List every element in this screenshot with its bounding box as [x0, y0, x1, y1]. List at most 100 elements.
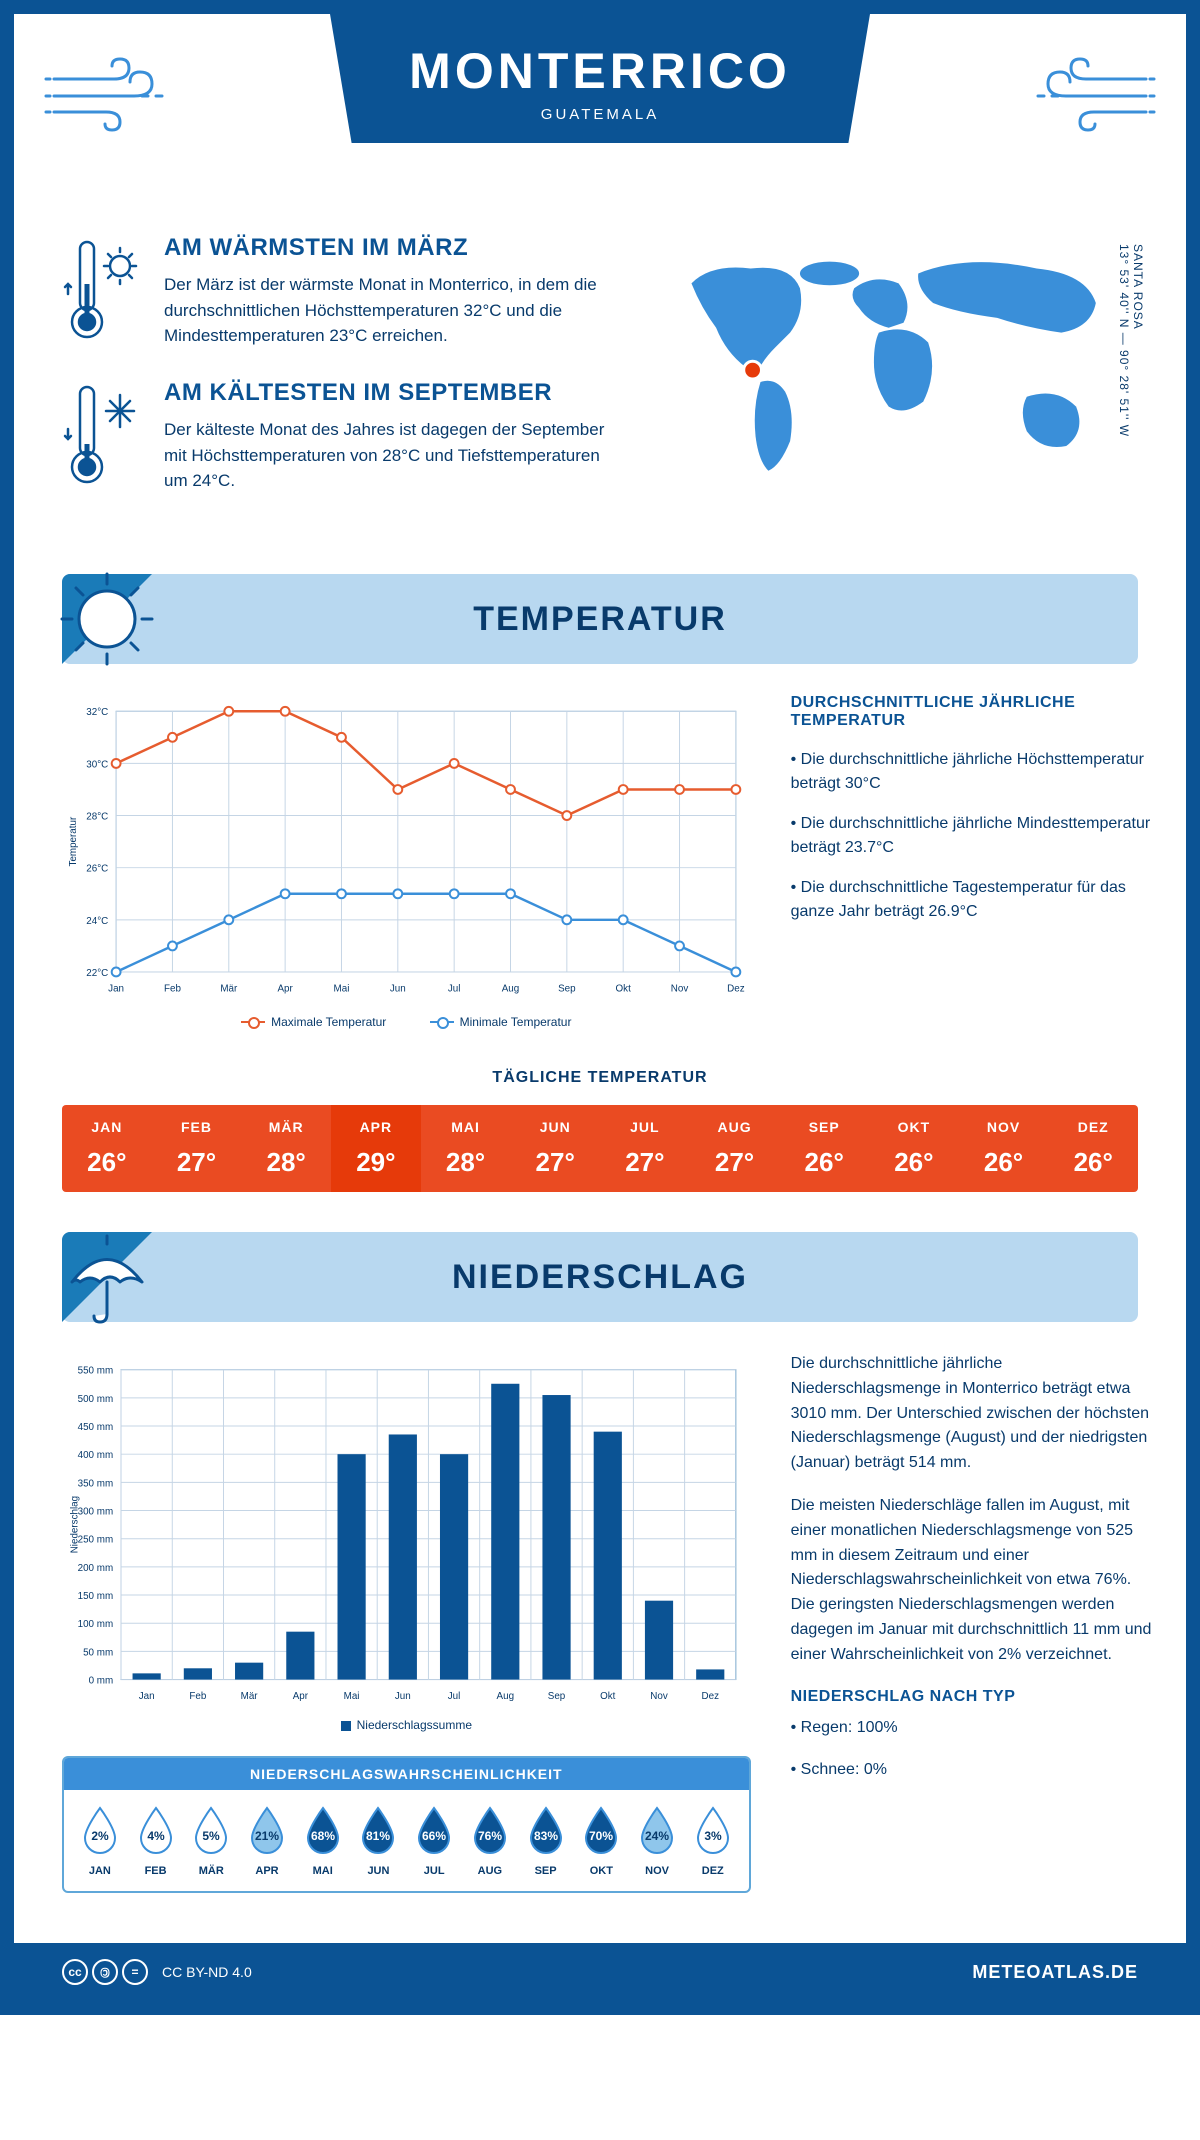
cc-icon: cc: [62, 1959, 88, 1985]
precip-info-p2: Die meisten Niederschläge fallen im Augu…: [791, 1494, 1157, 1668]
footer-license: cc 🄯 = CC BY-ND 4.0: [62, 1959, 252, 1985]
temp-chart-column: 22°C24°C26°C28°C30°C32°CJanFebMärAprMaiJ…: [62, 694, 751, 1029]
daily-temp-cell: MAI28°: [421, 1105, 511, 1192]
svg-text:500 mm: 500 mm: [78, 1394, 114, 1405]
probability-drop: 24% NOV: [629, 1804, 685, 1877]
wind-icon-left: [44, 54, 174, 134]
svg-text:83%: 83%: [534, 1829, 558, 1843]
svg-text:Okt: Okt: [600, 1691, 616, 1702]
svg-text:Jan: Jan: [108, 984, 124, 995]
precip-type-title: NIEDERSCHLAG NACH TYP: [791, 1688, 1157, 1706]
svg-text:350 mm: 350 mm: [78, 1478, 114, 1489]
daily-temp-cell: AUG27°: [690, 1105, 780, 1192]
svg-text:Jul: Jul: [448, 984, 461, 995]
svg-text:Aug: Aug: [497, 1691, 515, 1702]
probability-drop: 21% APR: [239, 1804, 295, 1877]
warmest-text: AM WÄRMSTEN IM MÄRZ Der März ist der wär…: [164, 234, 622, 349]
svg-text:66%: 66%: [422, 1829, 446, 1843]
daily-temp-section: TÄGLICHE TEMPERATUR JAN26°FEB27°MÄR28°AP…: [62, 1069, 1138, 1192]
daily-temp-cell: JAN26°: [62, 1105, 152, 1192]
intro-section: AM WÄRMSTEN IM MÄRZ Der März ist der wär…: [14, 214, 1186, 554]
svg-text:Mai: Mai: [344, 1691, 360, 1702]
precip-chart-column: 0 mm50 mm100 mm150 mm200 mm250 mm300 mm3…: [62, 1352, 751, 1893]
probability-box: NIEDERSCHLAGSWAHRSCHEINLICHKEIT 2% JAN 4…: [62, 1756, 751, 1893]
svg-text:Sep: Sep: [548, 1691, 566, 1702]
coldest-fact: AM KÄLTESTEN IM SEPTEMBER Der kälteste M…: [62, 379, 622, 494]
svg-text:Jan: Jan: [139, 1691, 155, 1702]
by-icon: 🄯: [92, 1959, 118, 1985]
svg-text:Aug: Aug: [502, 984, 519, 995]
svg-text:5%: 5%: [203, 1829, 221, 1843]
svg-text:Mai: Mai: [334, 984, 350, 995]
svg-text:400 mm: 400 mm: [78, 1450, 114, 1461]
temperature-content: 22°C24°C26°C28°C30°C32°CJanFebMärAprMaiJ…: [14, 694, 1186, 1059]
section-title-precipitation: NIEDERSCHLAG: [452, 1258, 748, 1297]
svg-text:Feb: Feb: [164, 984, 181, 995]
svg-text:Sep: Sep: [558, 984, 576, 995]
svg-text:550 mm: 550 mm: [78, 1366, 114, 1377]
nd-icon: =: [122, 1959, 148, 1985]
svg-text:Nov: Nov: [671, 984, 689, 995]
precipitation-content: 0 mm50 mm100 mm150 mm200 mm250 mm300 mm3…: [14, 1352, 1186, 1923]
temp-info-b1: • Die durchschnittliche jährliche Höchst…: [791, 748, 1157, 796]
probability-title: NIEDERSCHLAGSWAHRSCHEINLICHKEIT: [64, 1758, 749, 1790]
probability-drops: 2% JAN 4% FEB 5% MÄR 21% APR 68% MAI 81%…: [64, 1790, 749, 1891]
thermometer-hot-icon: [62, 234, 142, 349]
svg-text:2%: 2%: [91, 1829, 109, 1843]
section-title-temperature: TEMPERATUR: [473, 600, 727, 639]
svg-text:Apr: Apr: [293, 1691, 309, 1702]
svg-text:0 mm: 0 mm: [89, 1675, 114, 1686]
svg-text:Jul: Jul: [448, 1691, 461, 1702]
svg-text:32°C: 32°C: [86, 707, 108, 718]
city-name: MONTERRICO: [350, 42, 850, 100]
probability-drop: 5% MÄR: [183, 1804, 239, 1877]
svg-text:Dez: Dez: [727, 984, 745, 995]
daily-temp-cell: OKT26°: [869, 1105, 959, 1192]
precip-rain: • Regen: 100%: [791, 1716, 1157, 1741]
precip-snow: • Schnee: 0%: [791, 1758, 1157, 1783]
svg-text:Niederschlag: Niederschlag: [70, 1496, 81, 1553]
svg-text:26°C: 26°C: [86, 864, 108, 875]
temp-info-b3: • Die durchschnittliche Tagestemperatur …: [791, 876, 1157, 924]
temp-info-column: DURCHSCHNITTLICHE JÄHRLICHE TEMPERATUR •…: [791, 694, 1157, 1029]
temperature-line-chart: 22°C24°C26°C28°C30°C32°CJanFebMärAprMaiJ…: [62, 694, 751, 1004]
svg-text:200 mm: 200 mm: [78, 1563, 114, 1574]
map-column: SANTA ROSA 13° 53' 40'' N — 90° 28' 51''…: [652, 234, 1125, 524]
probability-drop: 4% FEB: [128, 1804, 184, 1877]
temp-chart-legend: Maximale Temperatur Minimale Temperatur: [62, 1012, 751, 1029]
svg-text:22°C: 22°C: [86, 968, 108, 979]
umbrella-icon: [52, 1222, 162, 1332]
precip-chart-legend: Niederschlagssumme: [62, 1718, 751, 1732]
daily-temp-cell: JUN27°: [510, 1105, 600, 1192]
license-text: CC BY-ND 4.0: [162, 1964, 252, 1980]
svg-text:250 mm: 250 mm: [78, 1535, 114, 1546]
probability-drop: 70% OKT: [573, 1804, 629, 1877]
temp-info-title: DURCHSCHNITTLICHE JÄHRLICHE TEMPERATUR: [791, 694, 1157, 730]
svg-text:24%: 24%: [645, 1829, 669, 1843]
svg-text:Mär: Mär: [241, 1691, 259, 1702]
svg-text:Nov: Nov: [650, 1691, 668, 1702]
probability-drop: 3% DEZ: [685, 1804, 741, 1877]
svg-text:4%: 4%: [147, 1829, 165, 1843]
svg-text:Temperatur: Temperatur: [68, 816, 79, 866]
daily-temp-title: TÄGLICHE TEMPERATUR: [62, 1069, 1138, 1087]
coords-region: SANTA ROSA: [1131, 244, 1145, 437]
svg-text:21%: 21%: [255, 1829, 279, 1843]
temp-info-b2: • Die durchschnittliche jährliche Mindes…: [791, 812, 1157, 860]
svg-text:Okt: Okt: [616, 984, 632, 995]
coordinates: SANTA ROSA 13° 53' 40'' N — 90° 28' 51''…: [1117, 244, 1145, 437]
svg-text:Feb: Feb: [189, 1691, 206, 1702]
thermometer-cold-icon: [62, 379, 142, 494]
svg-text:81%: 81%: [366, 1829, 390, 1843]
daily-temp-cell: JUL27°: [600, 1105, 690, 1192]
svg-text:Apr: Apr: [277, 984, 293, 995]
svg-text:28°C: 28°C: [86, 811, 108, 822]
footer-site: METEOATLAS.DE: [972, 1962, 1138, 1983]
probability-drop: 66% JUL: [406, 1804, 462, 1877]
cc-icons: cc 🄯 =: [62, 1959, 148, 1985]
legend-min: Minimale Temperatur: [430, 1015, 572, 1029]
probability-drop: 68% MAI: [295, 1804, 351, 1877]
legend-max: Maximale Temperatur: [241, 1015, 386, 1029]
daily-temp-cell: MÄR28°: [241, 1105, 331, 1192]
svg-text:Dez: Dez: [702, 1691, 720, 1702]
